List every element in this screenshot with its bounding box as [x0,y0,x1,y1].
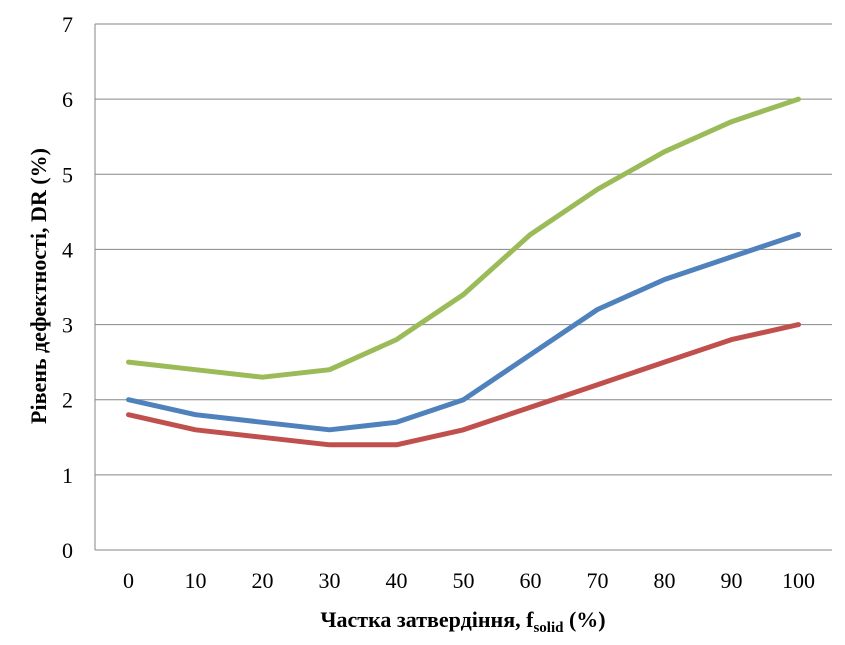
x-tick-label: 20 [252,568,274,593]
y-tick-label: 5 [62,162,73,187]
x-tick-label: 10 [185,568,207,593]
y-tick-label: 2 [62,388,73,413]
x-tick-label: 70 [587,568,609,593]
y-tick-label: 3 [62,313,73,338]
y-tick-label: 7 [62,12,73,37]
gridlines [95,23,832,476]
series-line-1 [126,96,801,380]
axes [94,24,832,551]
y-tick-label: 1 [62,463,73,488]
x-axis-title: Частка затвердіння, fsolid (%) [320,607,605,636]
x-tick-label: 80 [654,568,676,593]
y-tick-label: 0 [62,538,73,563]
x-tick-label: 60 [520,568,542,593]
series-line-3 [126,322,801,448]
x-tick-label: 50 [453,568,475,593]
y-axis-title: Рівень дефектності, DR (%) [26,148,51,424]
x-tick-label: 90 [721,568,743,593]
x-axis-title-main: Частка затвердіння, f [320,607,534,632]
x-tick-label: 100 [782,568,815,593]
x-tick-labels: 0 10 20 30 40 50 60 70 80 90 100 [123,568,815,593]
x-axis-title-suffix: (%) [563,607,605,632]
series-line-2 [126,231,801,433]
y-tick-label: 6 [62,87,73,112]
x-tick-label: 30 [319,568,341,593]
series-lines [126,96,801,448]
x-axis-title-subscript: solid [533,620,564,636]
y-tick-label: 4 [62,237,73,262]
x-tick-label: 0 [123,568,134,593]
x-tick-label: 40 [386,568,408,593]
y-tick-labels: 0 1 2 3 4 5 6 7 [62,12,73,563]
